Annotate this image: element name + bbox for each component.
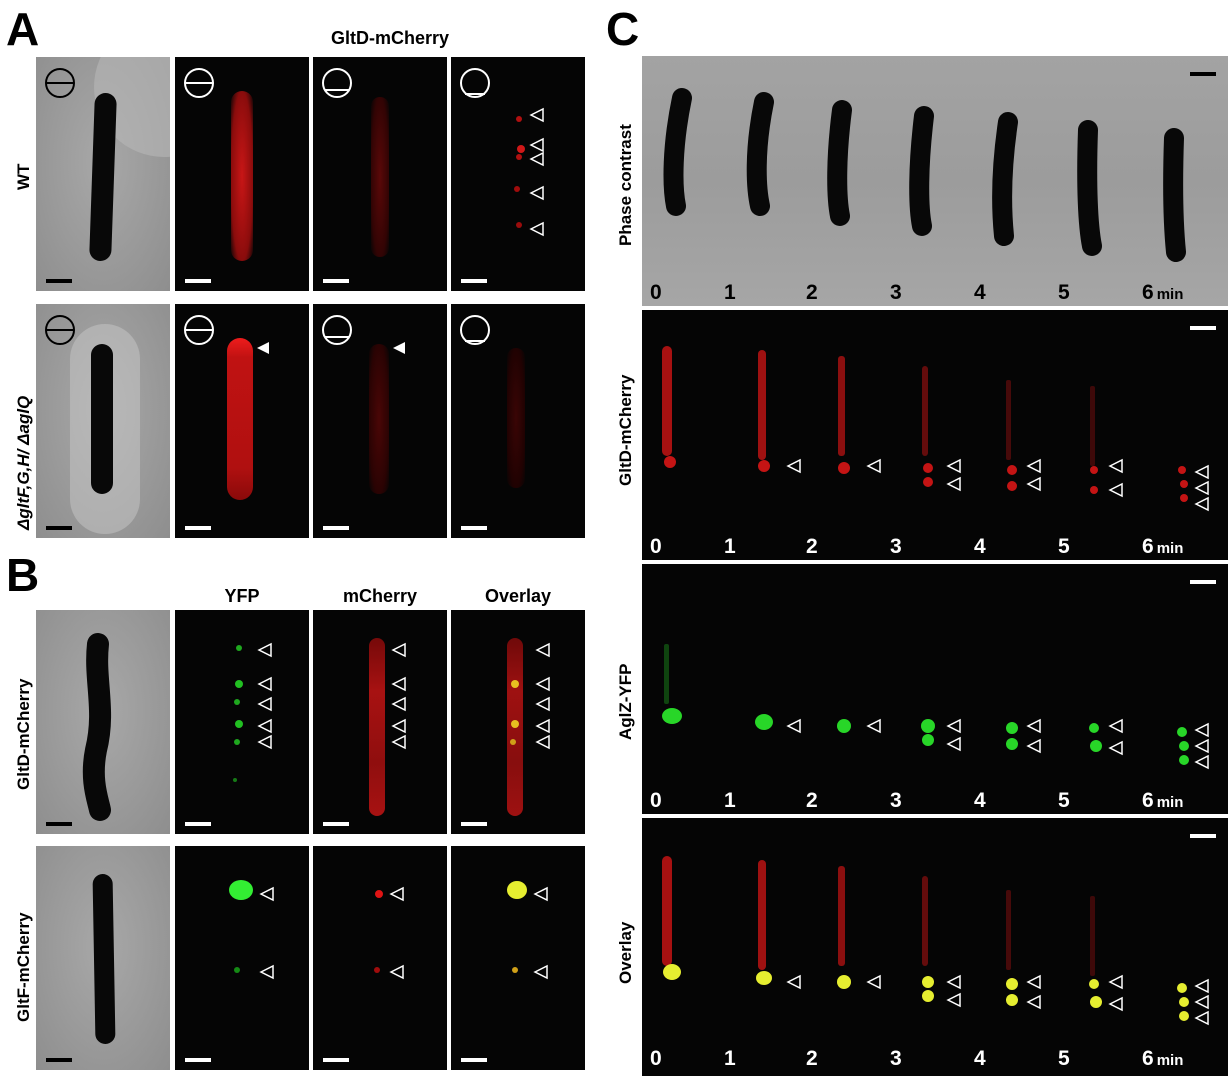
time-label: 5 xyxy=(1058,535,1070,558)
panel-b-gltf-phase xyxy=(36,846,170,1070)
panel-c-row-label-aglz: AglZ-YFP xyxy=(616,663,635,741)
panel-b-row-label-gltd: GltD-mCherry xyxy=(14,678,33,790)
focal-plane-icon xyxy=(184,315,214,345)
scale-bar xyxy=(1190,326,1216,330)
time-label: 2 xyxy=(806,789,818,812)
panel-c-overlay: 0 1 2 3 4 5 6 min xyxy=(642,818,1228,1076)
scale-bar xyxy=(1190,580,1216,584)
time-label: 5 xyxy=(1058,1047,1070,1070)
panel-b-header-overlay: Overlay xyxy=(484,586,552,606)
scale-bar xyxy=(1190,834,1216,838)
panel-b-gltf-overlay xyxy=(451,846,585,1070)
panel-c-phase-contrast: 0 1 2 3 4 5 6 min xyxy=(642,56,1228,306)
time-label: 1 xyxy=(724,281,736,304)
time-label: 4 xyxy=(974,281,986,304)
panel-a-row-label-wt: WT xyxy=(14,163,33,190)
panel-b-gltd-mcherry xyxy=(313,610,447,834)
scale-bar xyxy=(323,279,349,283)
time-label: 2 xyxy=(806,535,818,558)
scale-bar xyxy=(461,279,487,283)
panel-b-gltf-yfp xyxy=(175,846,309,1070)
panel-b-gltf-mcherry xyxy=(313,846,447,1070)
focal-plane-icon xyxy=(460,68,490,98)
time-label: 0 xyxy=(650,281,662,304)
time-label: 6 min xyxy=(1142,535,1184,558)
time-label: 6 min xyxy=(1142,1047,1184,1070)
panel-b-header-mcherry: mCherry xyxy=(342,586,418,606)
time-label: 0 xyxy=(650,789,662,812)
focal-plane-icon xyxy=(322,315,352,345)
time-label: 3 xyxy=(890,535,902,558)
panel-b-gltd-overlay xyxy=(451,610,585,834)
focal-plane-icon xyxy=(322,68,352,98)
panel-a-row-label-mutant: ΔgltF,G,H/ ΔaglQ xyxy=(14,395,33,530)
time-label: 4 xyxy=(974,789,986,812)
panel-a-mutant-phase xyxy=(36,304,170,538)
focal-plane-icon xyxy=(45,68,75,98)
panel-a-wt-mcherry-mid xyxy=(175,57,309,291)
focal-plane-icon xyxy=(45,315,75,345)
time-label: 5 xyxy=(1058,789,1070,812)
panel-b-row-label-gltf: GltF-mCherry xyxy=(14,912,33,1022)
time-label: 1 xyxy=(724,1047,736,1070)
scale-bar xyxy=(46,1058,72,1062)
time-label: 4 xyxy=(974,1047,986,1070)
panel-a-wt-mcherry-bottom xyxy=(451,57,585,291)
time-label: 5 xyxy=(1058,281,1070,304)
panel-a-wt-mcherry-lower xyxy=(313,57,447,291)
scale-bar xyxy=(46,526,72,530)
focal-plane-icon xyxy=(184,68,214,98)
scale-bar xyxy=(46,822,72,826)
scale-bar xyxy=(461,526,487,530)
panel-a-mutant-mcherry-bottom xyxy=(451,304,585,538)
time-label: 3 xyxy=(890,1047,902,1070)
scale-bar xyxy=(323,526,349,530)
time-label: 0 xyxy=(650,1047,662,1070)
panel-a-column-header: GltD-mCherry xyxy=(330,28,450,48)
scale-bar xyxy=(185,279,211,283)
time-label: 1 xyxy=(724,789,736,812)
scale-bar xyxy=(185,526,211,530)
time-label: 0 xyxy=(650,535,662,558)
time-label: 6 min xyxy=(1142,789,1184,812)
panel-b-header-yfp: YFP xyxy=(224,586,260,606)
time-label: 4 xyxy=(974,535,986,558)
panel-b-gltd-yfp xyxy=(175,610,309,834)
panel-c-row-label-overlay: Overlay xyxy=(616,921,635,984)
panel-c-row-label-gltd: GltD-mCherry xyxy=(616,374,635,486)
time-label: 3 xyxy=(890,789,902,812)
time-label: 1 xyxy=(724,535,736,558)
time-label: 6 min xyxy=(1142,281,1184,304)
panel-a-wt-phase xyxy=(36,57,170,291)
time-label: 2 xyxy=(806,1047,818,1070)
scale-bar xyxy=(185,1058,211,1062)
panel-c-aglz-yfp: 0 1 2 3 4 5 6 min xyxy=(642,564,1228,814)
scale-bar xyxy=(323,1058,349,1062)
panel-letter-a: A xyxy=(6,3,40,55)
panel-letter-b: B xyxy=(6,549,40,601)
scale-bar xyxy=(185,822,211,826)
scale-bar xyxy=(461,822,487,826)
panel-a-mutant-mcherry-mid xyxy=(175,304,309,538)
time-label: 2 xyxy=(806,281,818,304)
scale-bar xyxy=(46,279,72,283)
panel-c-gltd-mcherry: 0 1 2 3 4 5 6 min xyxy=(642,310,1228,560)
panel-letter-c: C xyxy=(606,3,640,55)
scale-bar xyxy=(461,1058,487,1062)
panel-a-mutant-mcherry-lower xyxy=(313,304,447,538)
scale-bar xyxy=(1190,72,1216,76)
panel-c-row-label-phase: Phase contrast xyxy=(616,124,635,246)
scale-bar xyxy=(323,822,349,826)
time-label: 3 xyxy=(890,281,902,304)
focal-plane-icon xyxy=(460,315,490,345)
panel-b-gltd-phase xyxy=(36,610,170,834)
